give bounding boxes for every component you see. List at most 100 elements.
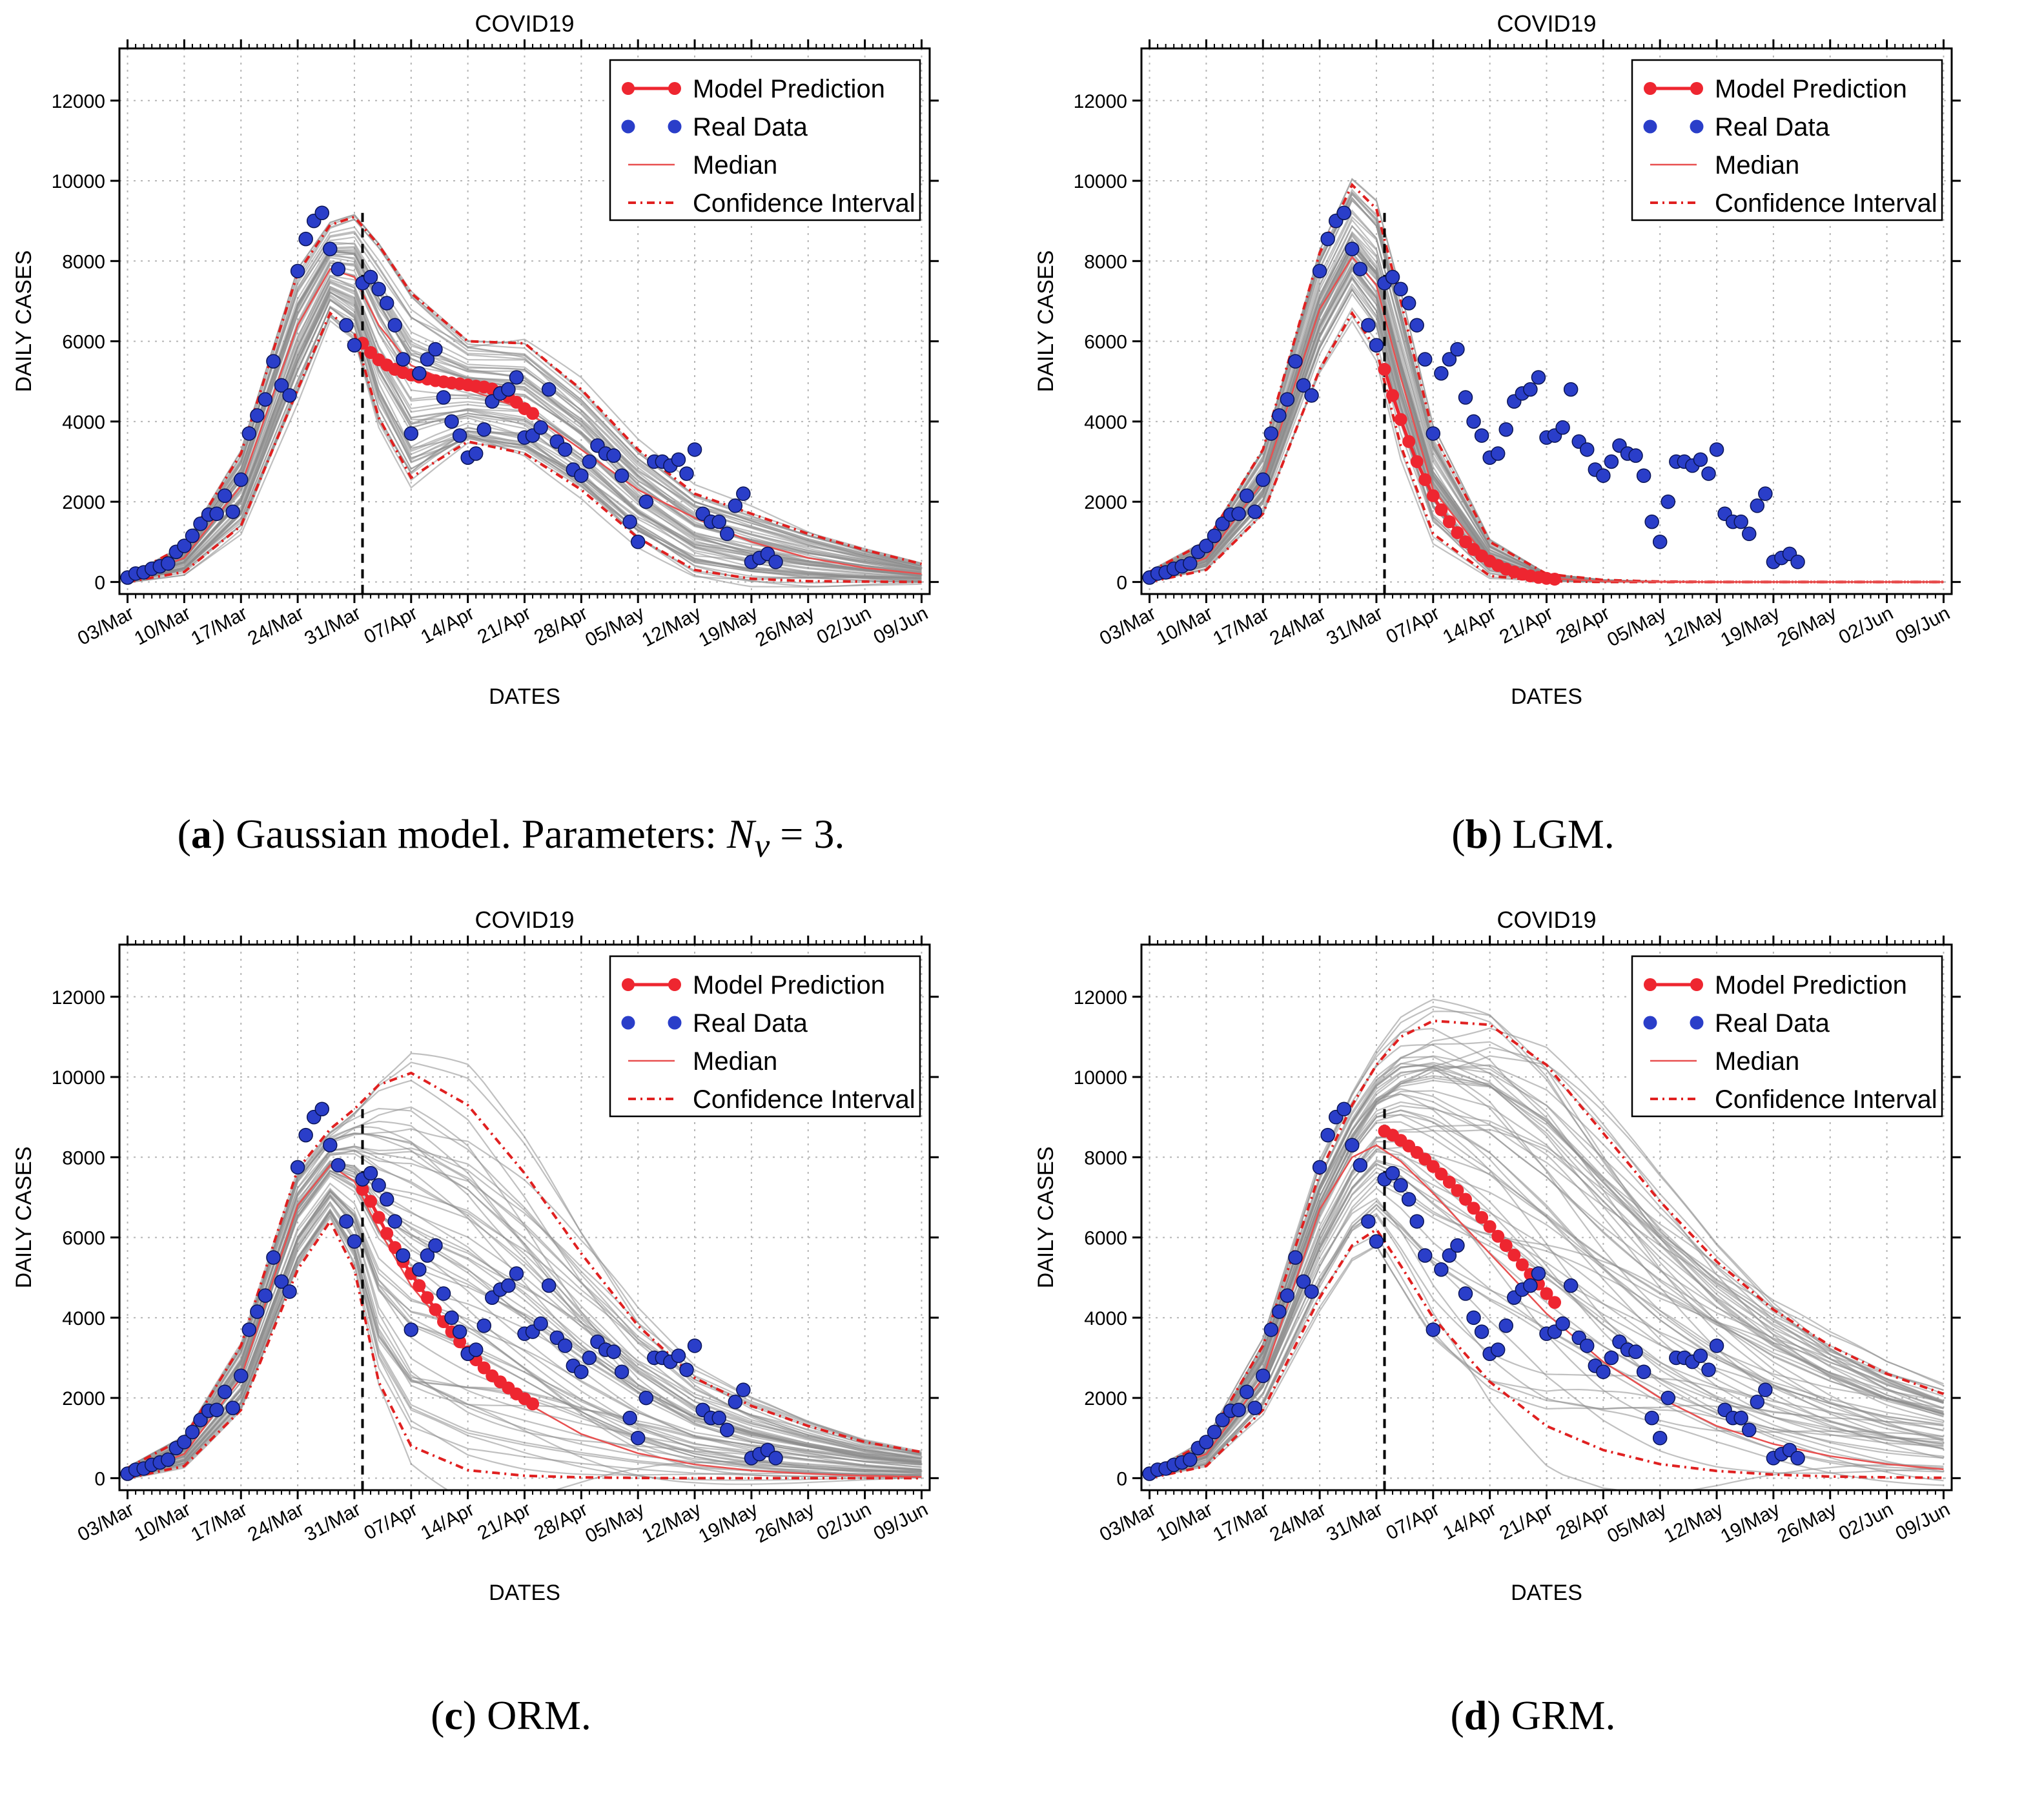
x-axis-title: DATES xyxy=(1511,1581,1582,1605)
ci-lower-line xyxy=(127,1218,922,1480)
real-data-point xyxy=(1450,1238,1465,1253)
real-data-point xyxy=(379,296,394,311)
x-tick-label: 31/Mar xyxy=(301,602,364,650)
prediction-point xyxy=(1418,473,1432,486)
legend-marker xyxy=(668,978,681,991)
real-data-point xyxy=(323,241,338,256)
real-data-point xyxy=(436,390,451,405)
real-data-point xyxy=(468,1342,484,1357)
chart-panel-a: 03/Mar 10/Mar 17/Mar 24/Mar 31/Mar 07/Apr 14/A… xyxy=(0,0,1022,749)
ensemble-curve xyxy=(127,1126,922,1470)
real-data-point xyxy=(1750,1395,1765,1409)
real-data-point xyxy=(1239,488,1254,504)
real-data-point xyxy=(1523,1278,1538,1293)
legend-box xyxy=(1631,59,1943,221)
real-data-point xyxy=(1426,426,1441,441)
real-data-point xyxy=(1353,1158,1368,1173)
real-data-point xyxy=(468,446,484,461)
prediction-point xyxy=(1540,1287,1553,1300)
real-data-point xyxy=(606,448,621,463)
y-tick-label: 2000 xyxy=(1084,1388,1127,1409)
real-data-point xyxy=(339,318,354,333)
real-data-point xyxy=(1531,370,1546,385)
x-tick-label: 24/Mar xyxy=(244,1499,307,1546)
legend-label: Real Data xyxy=(1715,1009,1830,1038)
prediction-point xyxy=(1548,573,1562,586)
real-data-point xyxy=(711,514,726,529)
real-data-point xyxy=(1596,468,1611,483)
ci-upper-line xyxy=(127,1071,922,1470)
y-tick-label: 10000 xyxy=(52,1067,105,1089)
prediction-point xyxy=(1499,1238,1513,1252)
real-data-point xyxy=(274,378,289,393)
real-data-point xyxy=(298,231,313,247)
x-tick-label: 03/Mar xyxy=(74,602,138,650)
real-data-point xyxy=(225,1400,240,1415)
real-data-point xyxy=(679,466,694,481)
ensemble-curve xyxy=(1149,1044,1944,1473)
real-data-point xyxy=(1385,1165,1400,1181)
x-tick-label: 26/May xyxy=(752,1499,818,1547)
x-tick-label: 14/Apr xyxy=(1439,1499,1500,1544)
real-data-point xyxy=(671,1348,686,1364)
real-data-point xyxy=(1742,526,1757,542)
real-data-point xyxy=(1353,261,1368,276)
real-data-point xyxy=(347,1234,362,1249)
real-data-point xyxy=(234,1368,249,1384)
real-data-point xyxy=(387,318,402,333)
real-data-point xyxy=(428,1238,443,1253)
ensemble-curve xyxy=(1149,1093,1944,1474)
real-data-point xyxy=(1490,1342,1506,1357)
x-tick-label: 12/May xyxy=(1661,602,1726,651)
real-data-point xyxy=(509,1266,524,1281)
prediction-point xyxy=(1483,1220,1497,1233)
legend-label: Confidence Interval xyxy=(1715,1085,1937,1114)
y-axis-title: DAILY CASES xyxy=(12,1147,36,1289)
x-tick-label: 28/Apr xyxy=(1553,1499,1613,1544)
x-tick-label: 17/Mar xyxy=(188,602,251,650)
x-tick-label: 05/May xyxy=(582,602,648,651)
real-data-point xyxy=(1531,1266,1546,1281)
real-data-point xyxy=(671,452,686,467)
real-data-point xyxy=(1636,1364,1651,1379)
real-data-point xyxy=(266,354,281,369)
real-data-point xyxy=(1490,446,1506,461)
real-data-point xyxy=(582,1350,597,1366)
real-data-point xyxy=(728,498,743,513)
legend-label: Confidence Interval xyxy=(693,1085,915,1114)
real-data-point xyxy=(533,1316,548,1331)
ensemble-curve xyxy=(1149,209,1944,583)
x-tick-label: 24/Mar xyxy=(244,602,307,650)
x-tick-label: 31/Mar xyxy=(301,1499,364,1546)
real-data-point xyxy=(1498,1318,1513,1333)
x-tick-label: 17/Mar xyxy=(1210,602,1273,650)
real-data-point xyxy=(1580,1338,1595,1353)
real-data-point xyxy=(1693,452,1708,467)
real-data-point xyxy=(1733,514,1748,529)
real-data-point xyxy=(258,1288,273,1303)
x-tick-label: 26/May xyxy=(1774,602,1840,651)
real-data-point xyxy=(1215,1413,1230,1428)
x-tick-label: 19/May xyxy=(1717,1499,1783,1547)
chart-svg: 03/Mar10/Mar17/Mar24/Mar31/Mar07/Apr14/A… xyxy=(12,10,939,709)
real-data xyxy=(120,205,783,585)
prediction-point xyxy=(1442,515,1456,529)
legend-marker xyxy=(1644,82,1657,95)
y-tick-label: 8000 xyxy=(1084,1147,1127,1169)
ensemble-curve xyxy=(1149,1181,1944,1477)
ensemble-curve xyxy=(1149,261,1944,583)
ensemble-curve xyxy=(127,253,922,578)
real-data-point xyxy=(541,1278,557,1293)
x-tick-label: 17/Mar xyxy=(1210,1499,1273,1546)
real-data-point xyxy=(720,1422,735,1438)
x-axis-title: DATES xyxy=(489,684,560,709)
ensemble-curve xyxy=(1149,1090,1944,1475)
y-tick-label: 0 xyxy=(1116,572,1127,593)
real-data-point xyxy=(1474,1324,1489,1339)
real-data-point xyxy=(225,504,240,519)
ensemble-curve xyxy=(1149,1244,1944,1482)
prediction-point xyxy=(429,1303,442,1317)
real-data-point xyxy=(177,1435,192,1450)
legend-marker xyxy=(1690,119,1704,134)
ensemble-curve xyxy=(127,289,922,581)
